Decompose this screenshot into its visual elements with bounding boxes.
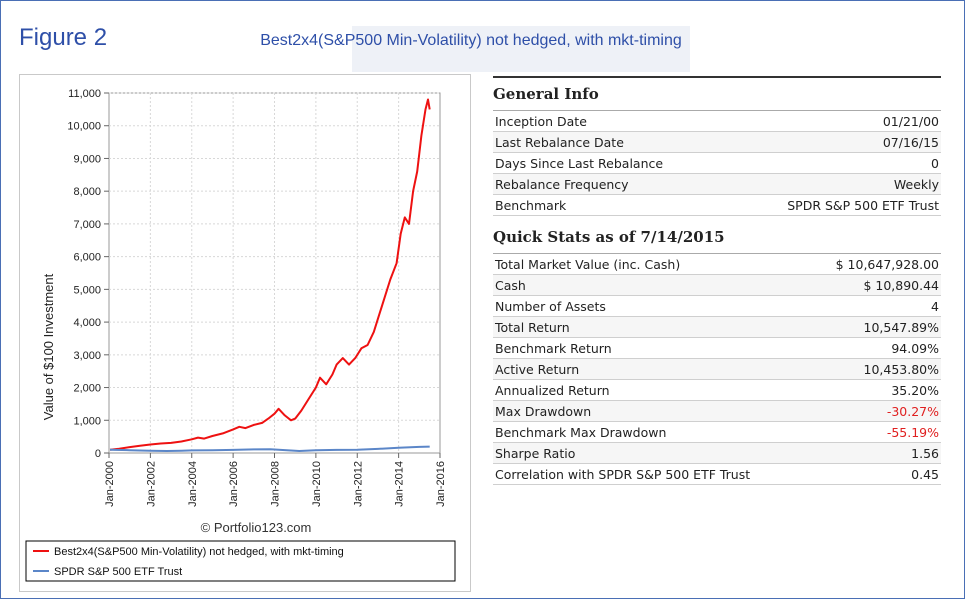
quick-stats-value: $ 10,890.44 bbox=[809, 274, 941, 296]
y-tick-label: 1,000 bbox=[73, 415, 101, 427]
y-tick-label: 3,000 bbox=[73, 350, 101, 362]
general-info-table: Inception Date 01/21/00 Last Rebalance Dat… bbox=[493, 110, 941, 216]
general-info-row: Last Rebalance Date 07/16/15 bbox=[493, 131, 941, 153]
y-tick-label: 5,000 bbox=[73, 284, 101, 296]
x-tick-label: Jan-2002 bbox=[145, 461, 157, 507]
strategy-title: Best2x4(S&P500 Min-Volatility) not hedge… bbox=[260, 32, 682, 49]
general-info-value: Weekly bbox=[728, 173, 941, 195]
general-info-value: 07/16/15 bbox=[728, 131, 941, 153]
quick-stats-value: $ 10,647,928.00 bbox=[809, 253, 941, 275]
x-tick-label: Jan-2016 bbox=[435, 461, 447, 507]
quick-stats-value: 1.56 bbox=[809, 442, 941, 464]
y-tick-label: 6,000 bbox=[73, 252, 101, 264]
quick-stats-value: 0.45 bbox=[809, 463, 941, 485]
y-tick-label: 7,000 bbox=[73, 219, 101, 231]
quick-stats-value: 10,547.89% bbox=[809, 316, 941, 338]
legend-label-strategy: Best2x4(S&P500 Min-Volatility) not hedge… bbox=[54, 546, 344, 558]
quick-stats-value: 35.20% bbox=[809, 379, 941, 401]
y-axis-label: Value of $100 Investment bbox=[41, 273, 56, 420]
x-tick-label: Jan-2006 bbox=[228, 461, 240, 507]
axis-layer: 0 1,000 2,000 3,000 4,000 5,000 6,000 7,000 8,00… bbox=[67, 88, 447, 507]
general-info-label: Last Rebalance Date bbox=[493, 131, 729, 153]
grid-layer bbox=[108, 92, 441, 454]
quick-stats-heading: Quick Stats as of 7/14/2015 bbox=[493, 228, 725, 246]
x-tick-label: Jan-2008 bbox=[270, 461, 282, 507]
general-info-row: Days Since Last Rebalance 0 bbox=[493, 152, 941, 174]
legend-label-benchmark: SPDR S&P 500 ETF Trust bbox=[54, 566, 182, 578]
y-tick-label: 9,000 bbox=[73, 153, 101, 165]
y-tick-label: 4,000 bbox=[73, 317, 101, 329]
general-info-row: Rebalance Frequency Weekly bbox=[493, 173, 941, 195]
quick-stats-row: Number of Assets 4 bbox=[493, 295, 941, 317]
general-info-label: Inception Date bbox=[493, 110, 729, 132]
quick-stats-label: Correlation with SPDR S&P 500 ETF Trust bbox=[493, 463, 810, 485]
quick-stats-table: Total Market Value (inc. Cash) $ 10,647,9… bbox=[493, 253, 941, 485]
general-info-value: 0 bbox=[728, 152, 941, 174]
quick-stats-label: Total Market Value (inc. Cash) bbox=[493, 253, 810, 275]
chart-panel: 0 1,000 2,000 3,000 4,000 5,000 6,000 7,000 8,00… bbox=[19, 74, 471, 592]
y-tick-label: 8,000 bbox=[73, 186, 101, 198]
quick-stats-row: Active Return 10,453.80% bbox=[493, 358, 941, 380]
quick-stats-label: Benchmark Max Drawdown bbox=[493, 421, 810, 443]
legend-box bbox=[25, 540, 456, 582]
general-info-label: Rebalance Frequency bbox=[493, 173, 729, 195]
performance-chart: 0 1,000 2,000 3,000 4,000 5,000 6,000 7,000 8,00… bbox=[25, 88, 456, 582]
y-tick-label: 10,000 bbox=[67, 121, 101, 133]
x-tick-label: Jan-2010 bbox=[311, 461, 323, 507]
series-layer bbox=[109, 98, 431, 452]
x-tick-label: Jan-2012 bbox=[352, 461, 364, 507]
quick-stats-label: Benchmark Return bbox=[493, 337, 810, 359]
quick-stats-value: 94.09% bbox=[809, 337, 941, 359]
quick-stats-label: Annualized Return bbox=[493, 379, 810, 401]
y-tick-label: 0 bbox=[95, 448, 101, 460]
quick-stats-row: Sharpe Ratio 1.56 bbox=[493, 442, 941, 464]
quick-stats-row: Benchmark Max Drawdown -55.19% bbox=[493, 421, 941, 443]
quick-stats-row: Benchmark Return 94.09% bbox=[493, 337, 941, 359]
x-tick-label: Jan-2004 bbox=[187, 461, 199, 507]
general-info-label: Days Since Last Rebalance bbox=[493, 152, 729, 174]
y-tick-label: 11,000 bbox=[68, 88, 101, 100]
general-info-label: Benchmark bbox=[493, 194, 729, 216]
quick-stats-value: -55.19% bbox=[809, 421, 941, 443]
quick-stats-label: Sharpe Ratio bbox=[493, 442, 810, 464]
quick-stats-value: 10,453.80% bbox=[809, 358, 941, 380]
general-info-row: Inception Date 01/21/00 bbox=[493, 110, 941, 132]
general-info-row: Benchmark SPDR S&P 500 ETF Trust bbox=[493, 194, 941, 216]
quick-stats-label: Number of Assets bbox=[493, 295, 810, 317]
quick-stats-label: Max Drawdown bbox=[493, 400, 810, 422]
watermark: © Portfolio123.com bbox=[201, 520, 312, 535]
series-line-strategy bbox=[109, 98, 431, 451]
quick-stats-label: Total Return bbox=[493, 316, 810, 338]
top-rule bbox=[493, 76, 941, 78]
quick-stats-value: -30.27% bbox=[809, 400, 941, 422]
quick-stats-row: Correlation with SPDR S&P 500 ETF Trust 0… bbox=[493, 463, 941, 485]
quick-stats-row: Total Return 10,547.89% bbox=[493, 316, 941, 338]
series-line-benchmark bbox=[109, 445, 430, 452]
subtitle-background bbox=[352, 26, 690, 72]
general-info-heading: General Info bbox=[493, 85, 599, 103]
quick-stats-row: Max Drawdown -30.27% bbox=[493, 400, 941, 422]
quick-stats-value: 4 bbox=[809, 295, 941, 317]
quick-stats-row: Annualized Return 35.20% bbox=[493, 379, 941, 401]
quick-stats-row: Cash $ 10,890.44 bbox=[493, 274, 941, 296]
x-tick-label: Jan-2000 bbox=[104, 461, 116, 507]
figure-label: Figure 2 bbox=[19, 24, 108, 51]
y-tick-label: 2,000 bbox=[73, 383, 101, 395]
quick-stats-label: Cash bbox=[493, 274, 810, 296]
quick-stats-row: Total Market Value (inc. Cash) $ 10,647,9… bbox=[493, 253, 941, 275]
legend: Best2x4(S&P500 Min-Volatility) not hedge… bbox=[25, 540, 456, 582]
quick-stats-label: Active Return bbox=[493, 358, 810, 380]
general-info-value: SPDR S&P 500 ETF Trust bbox=[728, 194, 941, 216]
general-info-value: 01/21/00 bbox=[728, 110, 941, 132]
x-tick-label: Jan-2014 bbox=[394, 461, 406, 507]
